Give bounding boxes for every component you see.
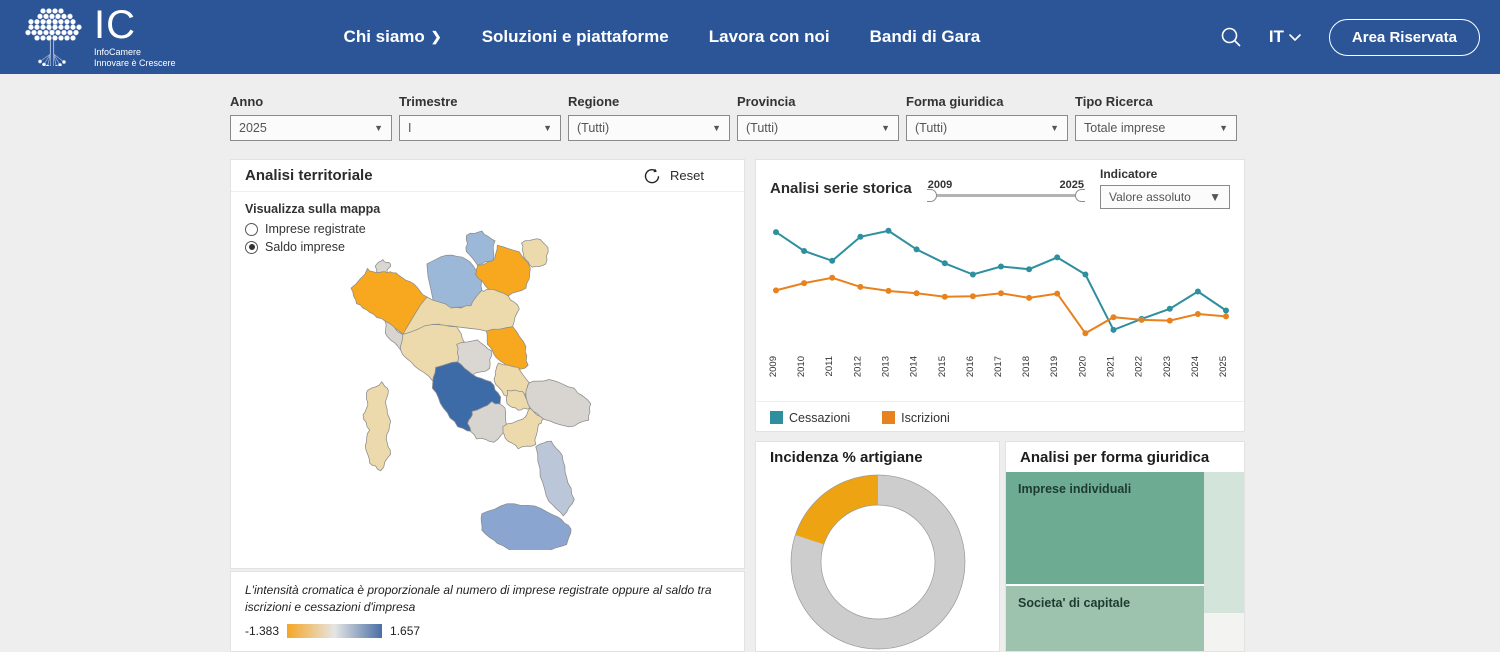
svg-text:2019: 2019 (1049, 356, 1060, 377)
svg-text:2018: 2018 (1021, 356, 1032, 377)
svg-text:2024: 2024 (1190, 356, 1201, 377)
svg-text:2017: 2017 (993, 356, 1004, 377)
svg-text:2016: 2016 (965, 356, 976, 377)
svg-text:2023: 2023 (1162, 356, 1173, 377)
svg-text:2009: 2009 (768, 356, 779, 377)
svg-text:2015: 2015 (937, 356, 948, 377)
svg-text:2020: 2020 (1077, 356, 1088, 377)
svg-text:2014: 2014 (909, 356, 920, 377)
svg-text:2012: 2012 (852, 356, 863, 377)
svg-text:2013: 2013 (881, 356, 892, 377)
svg-text:2021: 2021 (1106, 356, 1117, 377)
svg-text:2022: 2022 (1134, 356, 1145, 377)
svg-text:2010: 2010 (796, 356, 807, 377)
svg-text:2011: 2011 (824, 356, 835, 376)
svg-text:2025: 2025 (1218, 356, 1229, 377)
